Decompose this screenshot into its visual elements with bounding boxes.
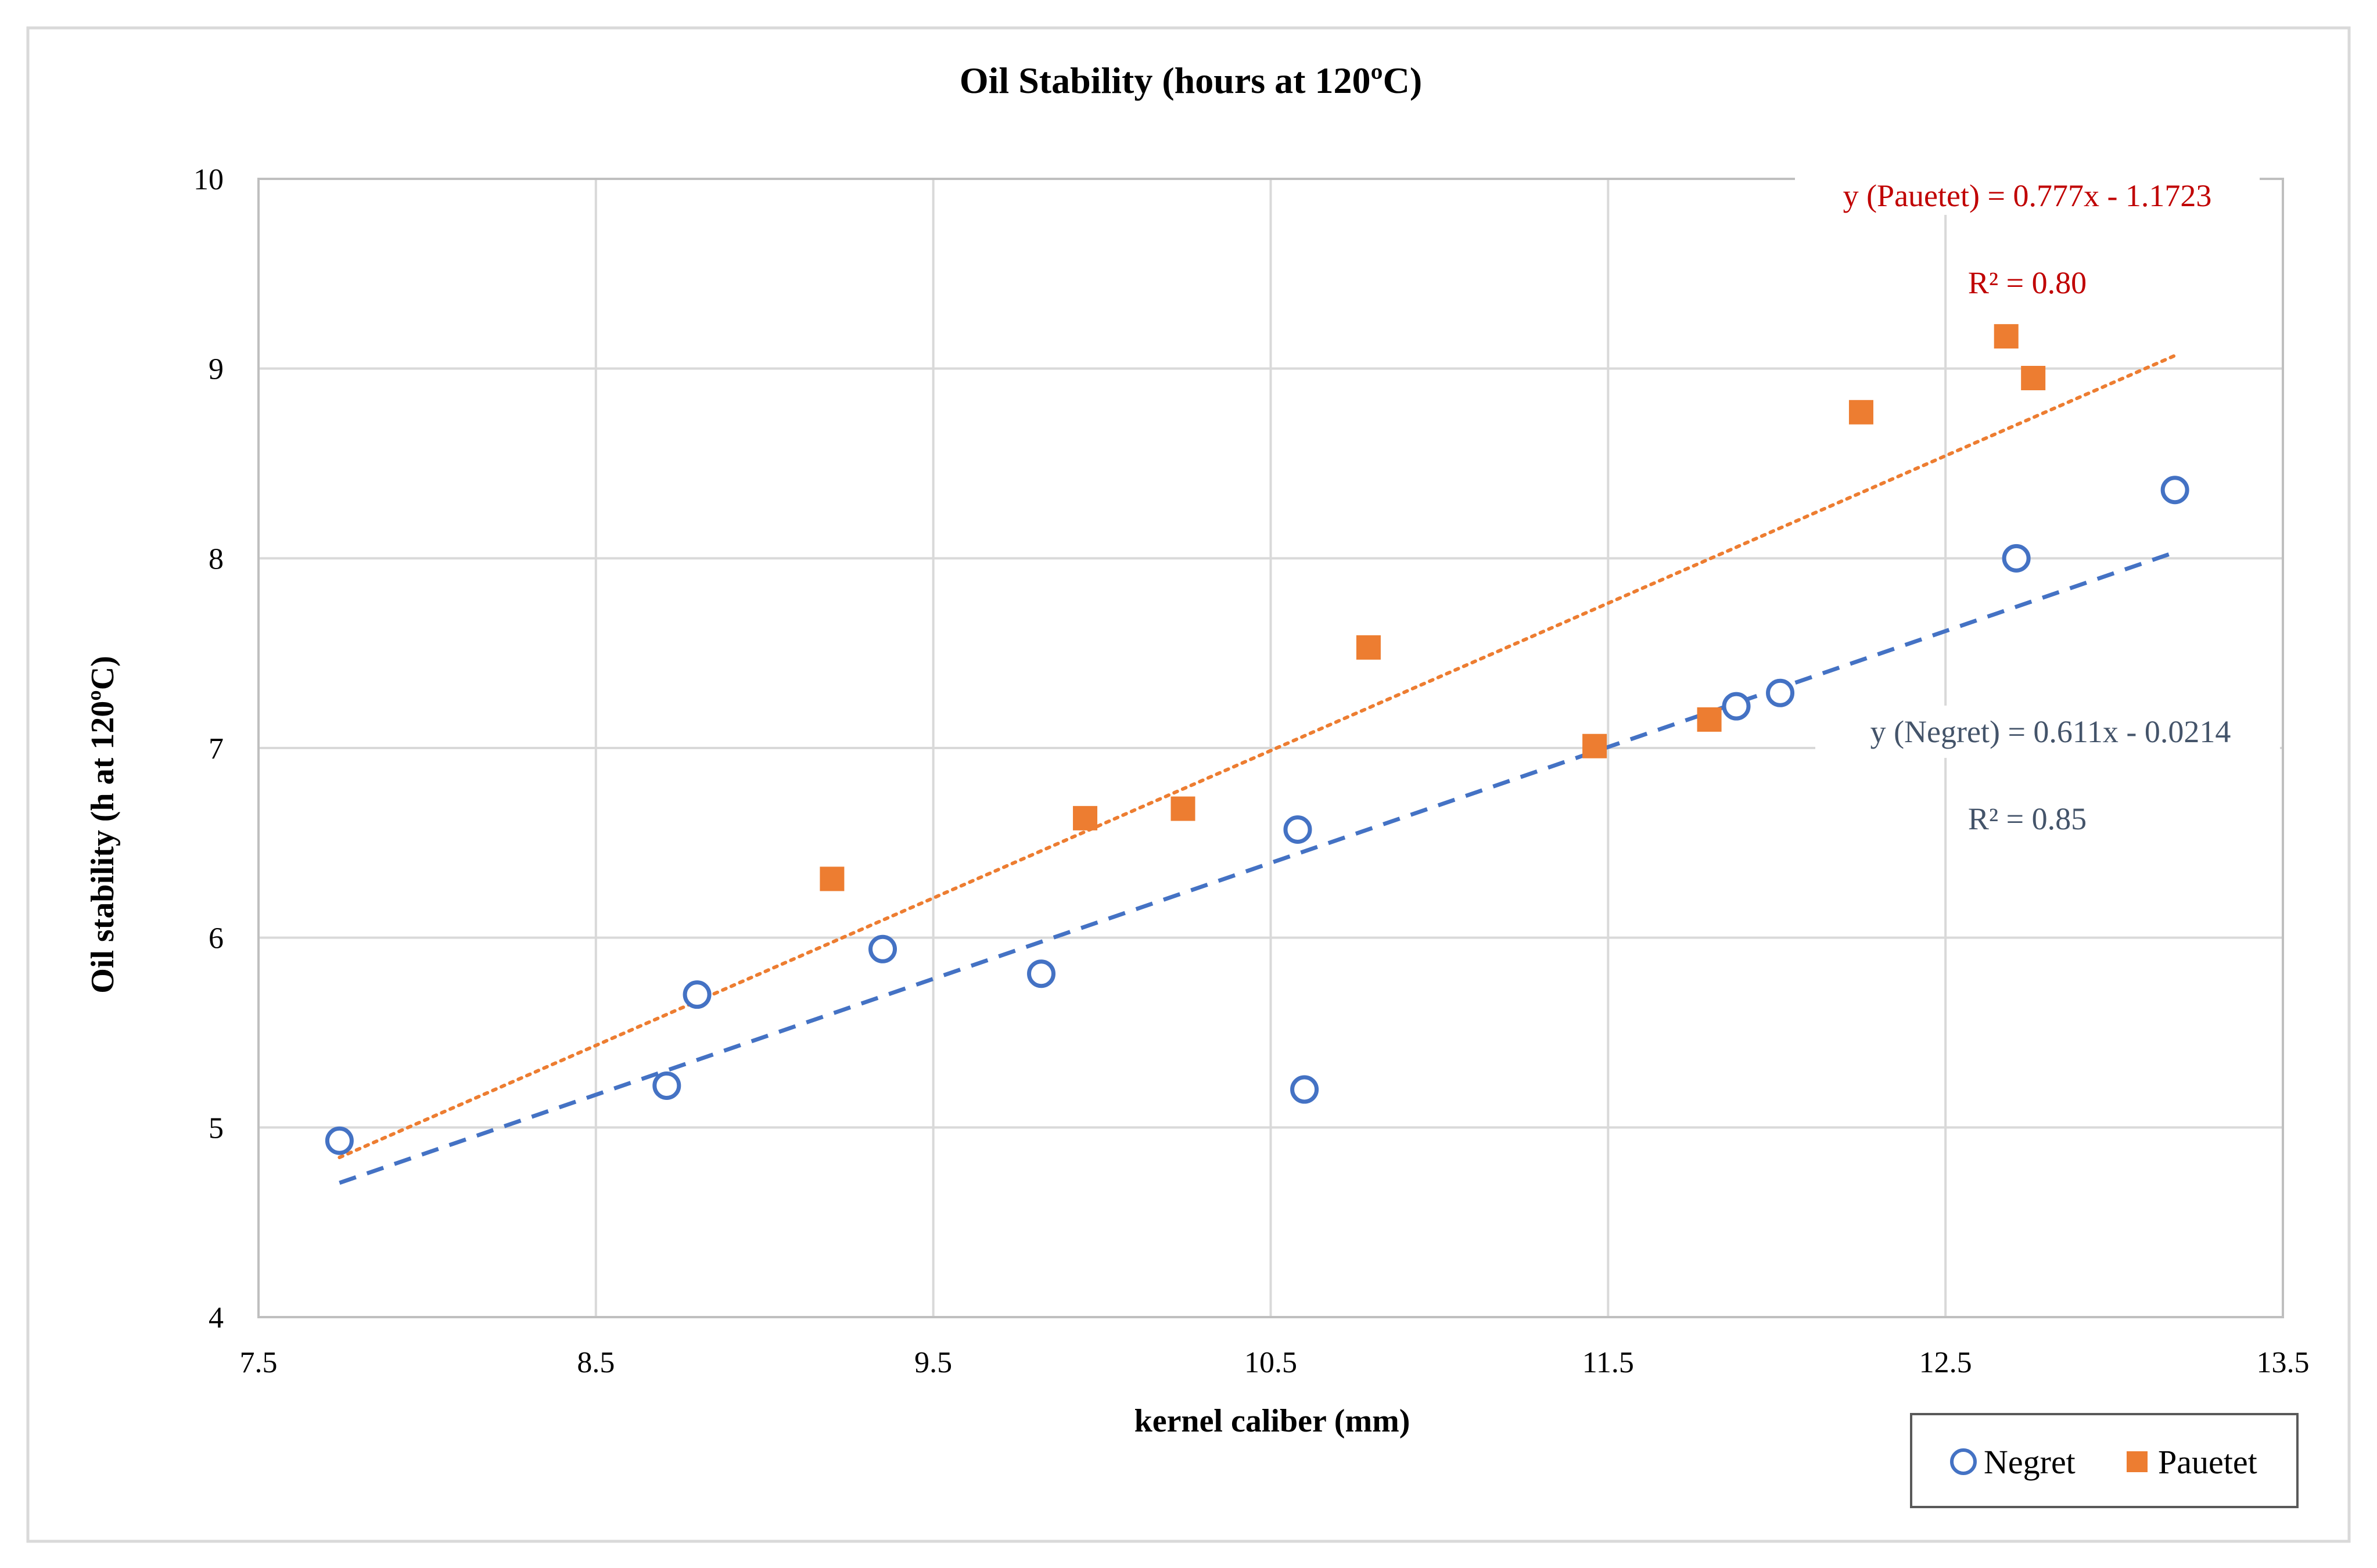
x-tick-label: 12.5 <box>1919 1346 1972 1379</box>
point-negret <box>683 980 712 1009</box>
y-tick-label: 8 <box>209 542 224 576</box>
y-tick-label: 10 <box>193 163 224 196</box>
y-axis-label: Oil stability (h at 120ºC) <box>85 656 121 994</box>
chart-title: Oil Stability (hours at 120ºC) <box>960 60 1422 101</box>
y-axis-ticks: 4 5 6 7 8 9 10 <box>193 163 224 1335</box>
point-negret <box>1283 815 1312 844</box>
x-tick-label: 13.5 <box>2257 1346 2310 1379</box>
x-tick-label: 11.5 <box>1582 1346 1634 1379</box>
point-negret <box>1766 678 1795 707</box>
x-tick-label: 8.5 <box>577 1346 615 1379</box>
point-pauetet <box>1170 796 1195 821</box>
data-points <box>325 324 2189 1155</box>
x-tick-label: 9.5 <box>914 1346 952 1379</box>
chart-border <box>26 26 2351 1543</box>
point-negret <box>325 1126 354 1155</box>
point-pauetet <box>1994 324 2019 349</box>
negret-equation-bg <box>1815 706 2280 758</box>
legend-label-negret: Negret <box>1984 1443 2076 1481</box>
negret-trendline-equation: y (Negret) = 0.611x - 0.0214 <box>1870 714 2231 749</box>
point-negret <box>1290 1075 1319 1104</box>
y-tick-label: 6 <box>209 922 224 955</box>
legend-label-pauetet: Pauetet <box>2158 1443 2257 1481</box>
point-negret <box>2160 476 2189 505</box>
point-negret <box>652 1071 681 1100</box>
legend-marker-pauetet <box>2127 1451 2148 1472</box>
x-tick-label: 7.5 <box>240 1346 278 1379</box>
point-negret <box>868 934 897 963</box>
point-negret <box>1722 692 1751 721</box>
y-tick-label: 9 <box>209 353 224 386</box>
point-pauetet <box>1582 733 1607 758</box>
x-axis-label: kernel caliber (mm) <box>1134 1403 1410 1439</box>
x-tick-label: 10.5 <box>1244 1346 1297 1379</box>
point-negret <box>2002 544 2031 573</box>
pauetet-r2-label: R² = 0.80 <box>1968 265 2087 300</box>
point-pauetet <box>820 866 845 891</box>
legend: Negret Pauetet <box>1910 1413 2299 1508</box>
negret-r2-label: R² = 0.85 <box>1968 801 2087 836</box>
pauetet-equation-bg <box>1795 168 2260 215</box>
y-tick-label: 4 <box>209 1301 224 1335</box>
point-pauetet <box>1073 805 1098 830</box>
point-pauetet <box>1848 400 1873 425</box>
x-axis-ticks: 7.5 8.5 9.5 10.5 11.5 12.5 13.5 <box>240 1346 2310 1379</box>
trendline-negret <box>339 550 2176 1185</box>
trendlines <box>337 354 2177 1185</box>
point-pauetet <box>1356 635 1381 660</box>
y-tick-label: 5 <box>209 1112 224 1145</box>
plot-area-border <box>257 178 2284 1318</box>
pauetet-trendline-equation: y (Pauetet) = 0.777x - 1.1723 <box>1843 178 2212 213</box>
y-tick-label: 7 <box>209 732 224 765</box>
trendline-pauetet <box>337 354 2177 1160</box>
plot-frame <box>257 178 2284 1318</box>
point-pauetet <box>1697 707 1722 732</box>
point-pauetet <box>2021 366 2046 390</box>
legend-marker-negret <box>1950 1448 1977 1475</box>
point-negret <box>1027 959 1056 988</box>
